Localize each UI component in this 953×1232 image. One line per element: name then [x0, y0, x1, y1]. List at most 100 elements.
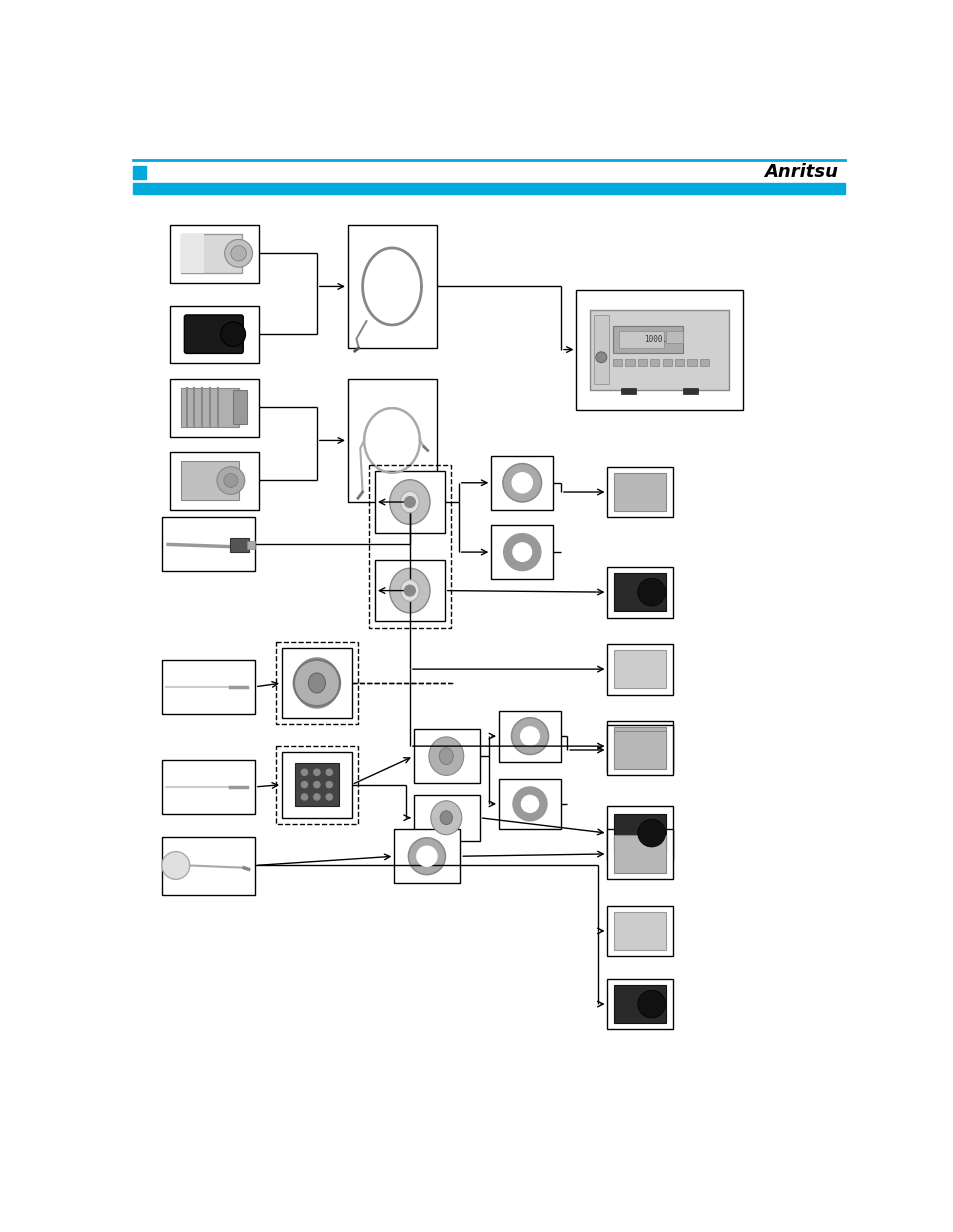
FancyBboxPatch shape	[184, 315, 243, 354]
Bar	[414, 795, 479, 840]
Circle shape	[224, 239, 253, 267]
Bar	[375, 559, 444, 621]
Circle shape	[301, 793, 307, 800]
Bar	[394, 829, 459, 883]
Circle shape	[314, 793, 319, 800]
Bar	[162, 837, 254, 894]
Bar	[607, 806, 673, 860]
Text: 1000.: 1000.	[643, 335, 666, 344]
Bar	[620, 388, 636, 394]
Bar	[614, 573, 665, 611]
FancyBboxPatch shape	[181, 234, 241, 272]
Bar	[162, 517, 254, 572]
Bar	[612, 359, 621, 366]
Circle shape	[502, 463, 541, 503]
Ellipse shape	[390, 568, 430, 612]
Circle shape	[504, 464, 539, 500]
Bar	[275, 642, 357, 724]
Bar	[348, 378, 436, 503]
Circle shape	[301, 769, 307, 775]
Bar	[682, 388, 698, 394]
Bar	[607, 907, 673, 956]
Bar	[181, 388, 239, 426]
Ellipse shape	[400, 492, 418, 513]
Ellipse shape	[431, 801, 461, 835]
Circle shape	[511, 717, 548, 754]
Bar	[348, 224, 436, 347]
Circle shape	[326, 769, 332, 775]
Circle shape	[512, 473, 532, 493]
Ellipse shape	[429, 737, 463, 775]
Circle shape	[513, 787, 546, 821]
Circle shape	[410, 839, 443, 873]
Circle shape	[521, 728, 537, 744]
Bar	[170, 378, 258, 436]
Circle shape	[521, 796, 537, 812]
Circle shape	[520, 727, 538, 745]
Bar	[498, 712, 560, 761]
Bar	[414, 729, 479, 784]
Bar	[649, 359, 659, 366]
Circle shape	[416, 846, 436, 866]
Ellipse shape	[439, 811, 452, 824]
Bar	[275, 747, 357, 824]
Circle shape	[162, 851, 190, 880]
Bar	[491, 456, 553, 510]
Bar	[699, 359, 708, 366]
Bar	[607, 644, 673, 695]
Bar	[282, 753, 352, 818]
Ellipse shape	[400, 580, 418, 601]
Bar	[661, 359, 671, 366]
Bar	[233, 391, 247, 424]
Bar	[607, 726, 673, 775]
Circle shape	[301, 781, 307, 787]
Circle shape	[404, 496, 415, 508]
Bar	[230, 538, 249, 552]
Bar	[133, 166, 146, 179]
Bar	[612, 326, 682, 354]
Bar	[614, 473, 665, 511]
Bar	[162, 760, 254, 814]
Circle shape	[637, 991, 665, 1018]
Circle shape	[408, 838, 445, 875]
Text: Anritsu: Anritsu	[763, 164, 838, 181]
Circle shape	[417, 848, 436, 865]
Bar	[618, 331, 663, 347]
Bar	[162, 660, 254, 713]
Circle shape	[404, 585, 415, 596]
Bar	[593, 315, 608, 384]
Bar	[665, 331, 682, 344]
Circle shape	[513, 719, 546, 753]
Bar	[614, 650, 665, 689]
Circle shape	[216, 467, 245, 494]
Bar	[170, 306, 258, 363]
Bar	[170, 224, 258, 282]
Bar	[614, 835, 665, 873]
Bar	[614, 984, 665, 1024]
Bar	[294, 763, 338, 806]
Bar	[614, 727, 665, 765]
Circle shape	[513, 473, 531, 492]
Ellipse shape	[308, 673, 325, 692]
Bar	[181, 234, 204, 272]
Bar	[247, 541, 254, 549]
Bar	[576, 291, 742, 409]
Bar	[637, 359, 646, 366]
Bar	[607, 467, 673, 517]
Circle shape	[637, 819, 665, 848]
Bar	[624, 359, 634, 366]
Bar	[607, 568, 673, 617]
Circle shape	[503, 533, 540, 570]
Bar	[686, 359, 696, 366]
Ellipse shape	[439, 748, 453, 765]
Circle shape	[231, 245, 246, 261]
Bar	[181, 461, 239, 500]
Bar	[614, 814, 665, 853]
Bar	[614, 731, 665, 769]
Bar	[282, 648, 352, 717]
Bar	[133, 184, 843, 193]
Circle shape	[314, 769, 319, 775]
Bar	[498, 780, 560, 829]
Bar	[607, 979, 673, 1030]
Circle shape	[314, 781, 319, 787]
